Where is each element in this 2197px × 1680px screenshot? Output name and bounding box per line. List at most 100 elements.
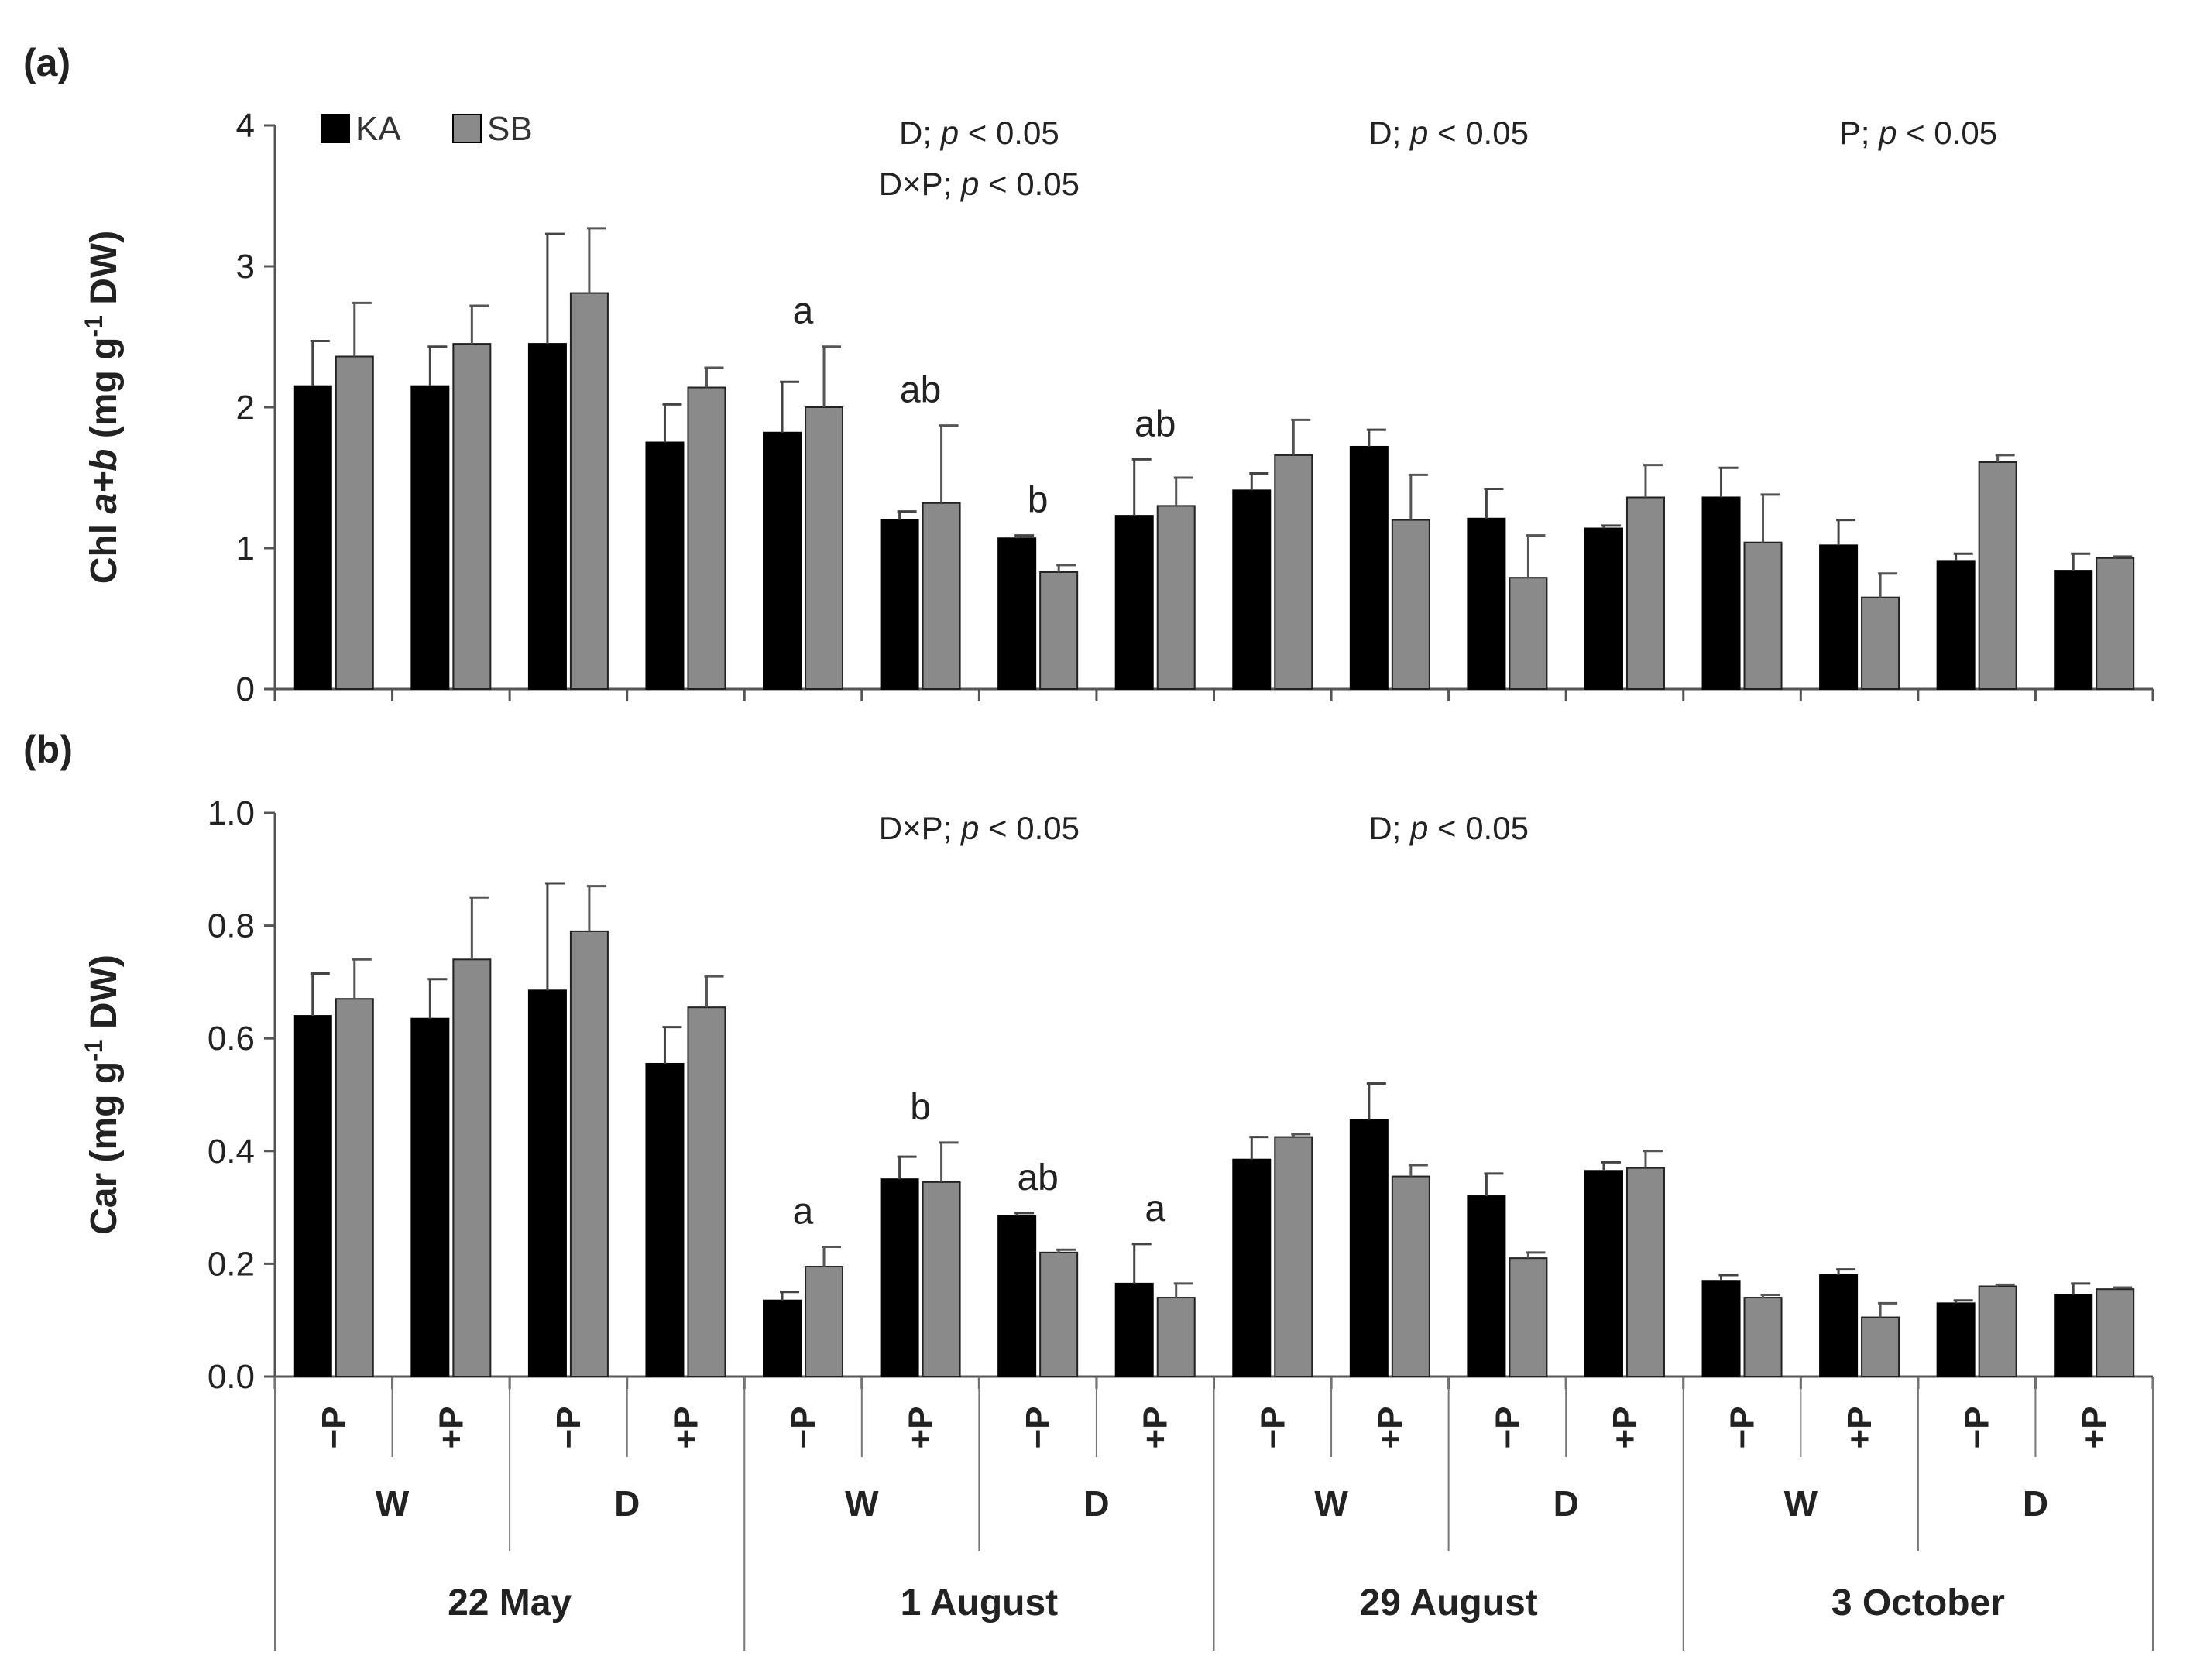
significance-letter: a (793, 291, 814, 332)
bar-ka (645, 441, 685, 690)
category-label-p: −P (1724, 1406, 1762, 1449)
bar-ka (1701, 496, 1741, 690)
stat-annotation: D×P; p < 0.05 (879, 810, 1080, 846)
bar-sb (687, 1006, 726, 1378)
bar-ka (763, 1299, 802, 1377)
bar-ka (293, 385, 332, 690)
bar-sb (452, 958, 492, 1377)
significance-letter: ab (1017, 1157, 1058, 1198)
bar-ka (1584, 1170, 1623, 1378)
y-tick-label: 1 (236, 530, 255, 567)
legend: KA SB (321, 110, 533, 148)
y-tick-label: 0.2 (208, 1245, 255, 1283)
bar-sb (1743, 1297, 1783, 1377)
stat-annotation: D; p < 0.05 (1368, 810, 1529, 846)
category-label-p: +P (1606, 1406, 1644, 1449)
bar-sb (1625, 496, 1665, 690)
category-label-water: D (2023, 1483, 2048, 1524)
bar-sb (2096, 1288, 2135, 1378)
category-label-p: +P (902, 1406, 940, 1449)
stat-annotation: D; p < 0.05 (899, 115, 1059, 151)
stat-annotation-part: < 0.05 (1897, 115, 1997, 151)
bar-ka (1114, 515, 1154, 691)
bar-sb (1039, 1251, 1079, 1377)
stat-annotation-part: D×P; (879, 166, 961, 202)
y-tick-label: 0.4 (208, 1133, 255, 1171)
category-label-water: W (1314, 1483, 1348, 1524)
bar-ka (1349, 1119, 1389, 1377)
bar-ka (527, 343, 567, 690)
category-label-water: W (845, 1483, 879, 1524)
bar-ka (1819, 1274, 1859, 1377)
y-tick-label: 0 (236, 670, 255, 708)
bar-sb (1156, 1297, 1196, 1377)
bar-ka (880, 1178, 919, 1377)
category-label-p: +P (667, 1406, 705, 1449)
bar-sb (1509, 577, 1548, 690)
bar-sb (1274, 1136, 1313, 1377)
bar-sb (569, 292, 609, 690)
bar-sb (1391, 519, 1430, 690)
legend-label-ka: KA (355, 110, 401, 148)
category-label-p: −P (1958, 1406, 1996, 1449)
bar-sb (922, 502, 961, 691)
bar-sb (2096, 557, 2135, 690)
stat-annotation-part: D×P; (879, 810, 961, 846)
bar-ka (763, 431, 802, 690)
category-label-date: 1 August (901, 1582, 1059, 1623)
significance-letter: ab (1135, 403, 1176, 444)
bar-sb (1274, 454, 1313, 690)
stat-annotation: D×P; p < 0.05 (879, 166, 1080, 202)
bar-ka (1936, 1302, 1976, 1377)
category-label-water: D (1553, 1483, 1579, 1524)
y-tick-label: 0.0 (208, 1358, 255, 1396)
stat-annotation-part: p (1409, 115, 1428, 151)
y-tick-label: 1.0 (208, 794, 255, 832)
y-tick-label: 0.8 (208, 907, 255, 945)
y-axis-title-part: -1 (80, 315, 108, 337)
bar-ka (1467, 1195, 1506, 1378)
stat-annotation-part: < 0.05 (979, 810, 1080, 846)
bar-sb (805, 406, 844, 690)
bar-sb (687, 386, 726, 690)
y-axis-title-part: Car (mg g (84, 1061, 125, 1235)
bar-sb (1509, 1257, 1548, 1377)
x-axis-categories: −P +P −P +P −P +P −P +P −P +P −P +P −P +P −P +P W D W D W D W D… (274, 1377, 2154, 1651)
stat-annotation-part: D; (1368, 115, 1410, 151)
category-label-water: W (376, 1483, 410, 1524)
stat-annotation-part: P; (1839, 115, 1879, 151)
category-label-date: 22 May (448, 1582, 572, 1623)
bar-sb (1156, 505, 1196, 691)
bar-sb (452, 343, 492, 690)
category-label-water: D (614, 1483, 640, 1524)
category-label-p: −P (1254, 1406, 1292, 1449)
category-label-p: −P (1488, 1406, 1526, 1449)
bar-ka (2054, 570, 2093, 690)
category-label-p: +P (1137, 1406, 1175, 1449)
bar-ka (1584, 527, 1623, 691)
bar-sb (1039, 571, 1079, 690)
bar-ka (1701, 1280, 1741, 1377)
legend-swatch-ka (321, 114, 350, 143)
bar-ka (997, 537, 1037, 691)
stat-annotation: P; p < 0.05 (1839, 115, 1997, 151)
bar-sb (1391, 1175, 1430, 1378)
bar-ka (1232, 1158, 1272, 1377)
stat-annotation-part: D; (899, 115, 941, 151)
category-label-p: +P (1371, 1406, 1409, 1449)
y-axis-title: Chl a+b (mg g-1 DW) (80, 231, 125, 584)
bar-sb (335, 355, 374, 690)
bar-ka (2054, 1294, 2093, 1377)
y-axis-title-part: DW) (84, 231, 125, 315)
category-label-p: +P (2075, 1406, 2113, 1449)
bar-ka (1232, 489, 1272, 690)
significance-letter: b (1028, 480, 1049, 521)
significance-letter: ab (900, 370, 941, 411)
bar-sb (1625, 1167, 1665, 1377)
y-axis-title: Car (mg g-1 DW) (80, 955, 125, 1235)
stat-annotation-part: < 0.05 (1428, 810, 1529, 846)
bar-sb (1978, 461, 2017, 690)
